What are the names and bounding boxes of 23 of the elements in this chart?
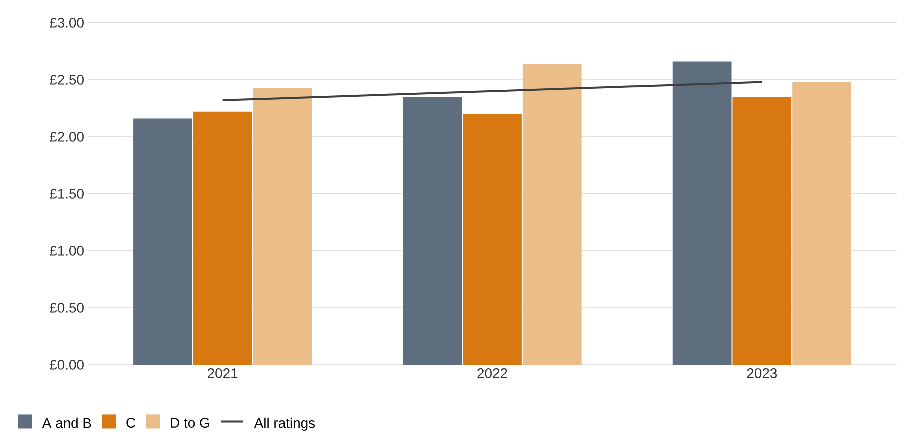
- bar: [134, 118, 192, 365]
- bar: [403, 97, 462, 365]
- legend-label: D to G: [171, 418, 210, 428]
- y-tick-label: £0.50: [50, 303, 84, 313]
- x-tick-label: 2021: [208, 368, 238, 378]
- x-tick-label: 2023: [747, 368, 778, 378]
- bar: [672, 62, 732, 365]
- y-tick-label: £0.00: [50, 360, 84, 370]
- y-tick-label: £2.00: [50, 132, 84, 142]
- bar: [792, 82, 852, 365]
- bar: [193, 112, 252, 365]
- y-tick-label: £1.50: [50, 189, 84, 199]
- legend-label: All ratings: [254, 418, 316, 431]
- bar: [522, 64, 582, 365]
- legend-label: C: [126, 418, 136, 428]
- bar: [732, 97, 792, 365]
- y-tick-label: £1.00: [50, 246, 84, 256]
- x-tick-label: 2022: [478, 368, 508, 378]
- bar: [463, 114, 522, 365]
- legend-label: A and B: [42, 418, 92, 428]
- y-tick-label: £2.50: [50, 75, 84, 85]
- y-tick-label: £3.00: [50, 18, 84, 28]
- bar: [253, 88, 312, 365]
